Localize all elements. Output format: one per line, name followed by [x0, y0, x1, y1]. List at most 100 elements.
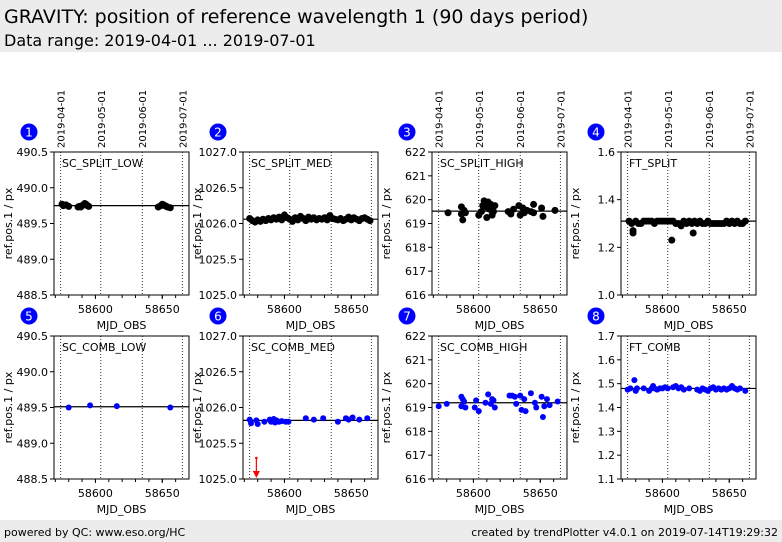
- data-point: [491, 202, 499, 210]
- panel-6: 6 1027.0 1026.5 1026.0 1025.5 1025.0 58600 5865…: [191, 307, 379, 516]
- data-point: [356, 416, 363, 423]
- panel-title: FT_SPLIT: [629, 157, 677, 170]
- data-point: [533, 404, 540, 411]
- data-point: [461, 398, 468, 405]
- data-point: [334, 418, 341, 425]
- date-tick-label: 2019-06-01: [138, 90, 149, 148]
- data-point: [513, 400, 520, 407]
- y-tick-label: 1.2: [598, 449, 616, 462]
- data-point: [366, 217, 374, 225]
- data-point: [85, 202, 93, 210]
- outlier-arrow-head: [252, 471, 260, 478]
- x-axis-label: MJD_OBS: [664, 503, 714, 516]
- panel-number: 8: [592, 310, 600, 324]
- data-point: [461, 209, 469, 217]
- data-point: [664, 385, 671, 392]
- x-axis-label: MJD_OBS: [286, 319, 336, 332]
- data-point: [435, 403, 442, 410]
- plot-frame: [620, 335, 757, 480]
- footer: powered by QC: www.eso.org/HC created by…: [0, 520, 782, 542]
- date-tick-label: 2019-06-01: [705, 90, 716, 148]
- page-subtitle: Data range: 2019-04-01 ... 2019-07-01: [4, 31, 316, 50]
- y-tick-label: 1.7: [598, 330, 616, 343]
- data-point: [543, 396, 550, 403]
- data-point: [680, 386, 687, 393]
- data-point: [459, 216, 467, 224]
- panel-number: 5: [25, 310, 33, 324]
- y-tick-label: 1025.5: [199, 437, 238, 450]
- y-tick-label: 620: [405, 194, 426, 207]
- x-tick-label: 58600: [645, 303, 680, 316]
- y-tick-label: 618: [405, 425, 426, 438]
- y-tick-label: 488.5: [17, 473, 49, 486]
- x-tick-label: 58600: [78, 303, 113, 316]
- y-tick-label: 490.0: [17, 366, 49, 379]
- panel-title: FT_COMB: [629, 341, 681, 354]
- panel-number-badge: [398, 307, 416, 325]
- data-point: [511, 393, 518, 400]
- data-point: [444, 209, 452, 217]
- data-point: [517, 392, 524, 399]
- data-point: [742, 387, 749, 394]
- y-tick-label: 490.5: [17, 146, 49, 159]
- date-tick-label: 2019-04-01: [57, 90, 68, 148]
- date-tick-label: 2019-05-01: [664, 90, 675, 148]
- x-tick-label: 58650: [712, 303, 747, 316]
- date-tick-label: 2019-07-01: [745, 90, 756, 148]
- y-tick-label: 616: [405, 289, 426, 302]
- y-tick-label: 1.4: [598, 402, 616, 415]
- x-tick-label: 58650: [145, 487, 180, 500]
- y-tick-label: 621: [405, 170, 426, 183]
- data-point: [539, 212, 547, 220]
- data-point: [113, 403, 120, 410]
- page-title: GRAVITY: position of reference wavelengt…: [4, 6, 589, 28]
- y-tick-label: 619: [405, 402, 426, 415]
- data-point: [471, 404, 478, 411]
- x-tick-label: 58600: [645, 487, 680, 500]
- panel-number: 7: [403, 310, 411, 324]
- y-axis-label: ref.pos.1 / px: [569, 371, 582, 443]
- y-axis-label: ref.pos.1 / px: [380, 371, 393, 443]
- data-point: [539, 414, 546, 421]
- data-point: [65, 202, 73, 210]
- data-point: [530, 200, 538, 208]
- date-tick-label: 2019-05-01: [475, 90, 486, 148]
- data-point: [166, 204, 174, 212]
- x-axis-label: MJD_OBS: [286, 503, 336, 516]
- data-point: [689, 229, 697, 237]
- y-axis-label: ref.pos.1 / px: [2, 371, 15, 443]
- y-tick-label: 489.0: [17, 253, 49, 266]
- date-tick-label: 2019-07-01: [178, 90, 189, 148]
- panel-title: SC_SPLIT_HIGH: [440, 157, 524, 170]
- data-point: [634, 385, 641, 392]
- data-point: [538, 204, 546, 212]
- y-tick-label: 1.6: [598, 354, 616, 367]
- date-tick-label: 2019-04-01: [435, 90, 446, 148]
- y-tick-label: 1026.5: [199, 182, 238, 195]
- x-tick-label: 58600: [267, 487, 302, 500]
- data-point: [527, 390, 534, 397]
- data-point: [349, 414, 356, 421]
- x-tick-label: 58600: [78, 487, 113, 500]
- x-tick-label: 58650: [523, 487, 558, 500]
- panel-number-badge: [398, 123, 416, 141]
- y-axis-label: ref.pos.1 / px: [191, 371, 204, 443]
- data-point: [310, 416, 317, 423]
- y-tick-label: 490.5: [17, 330, 49, 343]
- panel-number-badge: [209, 307, 227, 325]
- y-tick-label: 489.5: [17, 402, 49, 415]
- y-tick-label: 1025.0: [199, 473, 238, 486]
- y-tick-label: 1025.5: [199, 253, 238, 266]
- date-tick-label: 2019-04-01: [624, 90, 635, 148]
- panel-3: 3 2019-04-01 2019-05-01 2019-06-01 2019-07-0…: [380, 90, 568, 332]
- y-tick-label: 1027.0: [199, 330, 238, 343]
- y-tick-label: 1025.0: [199, 289, 238, 302]
- data-point: [554, 398, 561, 405]
- y-tick-label: 1026.0: [199, 402, 238, 415]
- data-point: [483, 214, 491, 222]
- data-point: [686, 385, 693, 392]
- panel-number-badge: [587, 123, 605, 141]
- y-axis-label: ref.pos.1 / px: [569, 187, 582, 259]
- data-point: [167, 404, 174, 411]
